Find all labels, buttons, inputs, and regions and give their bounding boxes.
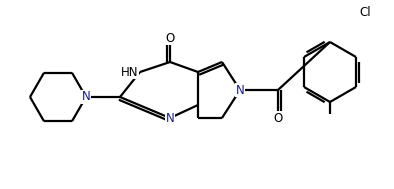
Text: HN: HN [121, 66, 138, 78]
Text: O: O [165, 32, 175, 44]
Text: N: N [165, 112, 175, 125]
Text: N: N [236, 84, 244, 97]
Text: Cl: Cl [359, 5, 371, 19]
Text: N: N [82, 91, 90, 104]
Text: O: O [273, 112, 282, 125]
